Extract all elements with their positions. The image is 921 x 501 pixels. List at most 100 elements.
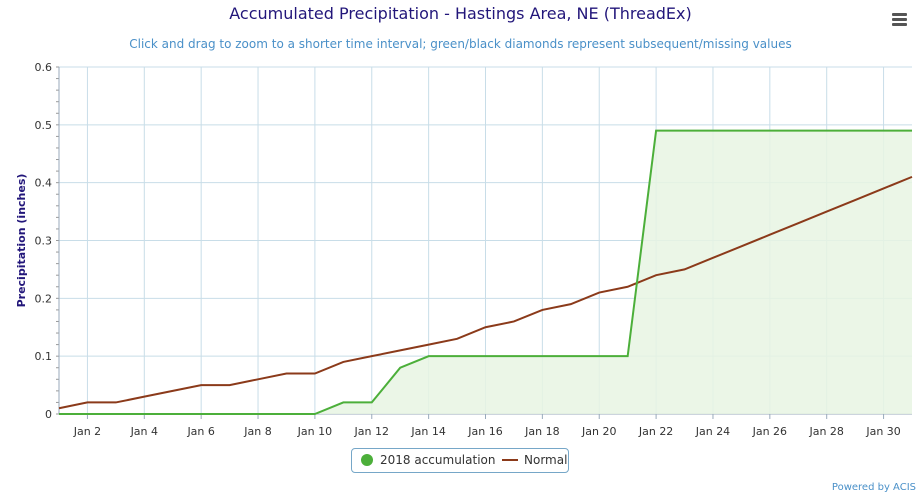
x-tick-label: Jan 6: [186, 425, 214, 438]
chart-subtitle: Click and drag to zoom to a shorter time…: [129, 37, 792, 51]
data-point-2018-accumulation[interactable]: [256, 412, 260, 416]
data-point-normal[interactable]: [398, 348, 402, 352]
x-tick-label: Jan 12: [354, 425, 389, 438]
data-point-2018-accumulation[interactable]: [114, 412, 118, 416]
data-point-normal[interactable]: [85, 400, 89, 404]
data-point-2018-accumulation[interactable]: [626, 354, 630, 358]
hamburger-menu-icon[interactable]: [890, 13, 910, 31]
data-point-normal[interactable]: [114, 400, 118, 404]
data-point-normal[interactable]: [882, 186, 886, 190]
y-tick-label: 0.6: [35, 61, 53, 74]
data-point-normal[interactable]: [370, 354, 374, 358]
y-tick-label: 0.4: [35, 177, 53, 190]
x-tick-label: Jan 14: [410, 425, 445, 438]
data-point-normal[interactable]: [427, 343, 431, 347]
data-point-normal[interactable]: [768, 233, 772, 237]
data-point-normal[interactable]: [484, 325, 488, 329]
y-tick-label: 0.5: [35, 119, 53, 132]
legend-item-2018-accumulation[interactable]: 2018 accumulation: [361, 449, 495, 472]
x-tick-label: Jan 10: [297, 425, 332, 438]
data-point-2018-accumulation[interactable]: [739, 129, 743, 133]
data-point-2018-accumulation[interactable]: [540, 354, 544, 358]
y-tick-label: 0: [45, 408, 52, 421]
legend-marker-normal: [502, 459, 518, 461]
series-area-2018-accumulation: [59, 130, 912, 414]
x-tick-label: Jan 8: [243, 425, 271, 438]
data-point-2018-accumulation[interactable]: [57, 412, 61, 416]
data-point-normal[interactable]: [455, 337, 459, 341]
data-point-normal[interactable]: [540, 308, 544, 312]
data-point-2018-accumulation[interactable]: [484, 354, 488, 358]
data-point-2018-accumulation[interactable]: [597, 354, 601, 358]
data-point-normal[interactable]: [313, 372, 317, 376]
legend: 2018 accumulation Normal: [351, 448, 569, 473]
data-point-2018-accumulation[interactable]: [455, 354, 459, 358]
legend-item-normal[interactable]: Normal: [502, 449, 567, 472]
data-point-2018-accumulation[interactable]: [512, 354, 516, 358]
data-point-normal[interactable]: [171, 389, 175, 393]
data-point-normal[interactable]: [57, 406, 61, 410]
series-line-normal[interactable]: [58, 175, 913, 410]
data-point-normal[interactable]: [142, 395, 146, 399]
data-point-2018-accumulation[interactable]: [171, 412, 175, 416]
x-tick-label: Jan 28: [808, 425, 843, 438]
data-point-2018-accumulation[interactable]: [284, 412, 288, 416]
data-point-normal[interactable]: [512, 319, 516, 323]
y-tick-label: 0.2: [35, 292, 53, 305]
data-point-2018-accumulation[interactable]: [853, 129, 857, 133]
y-axis-title: Precipitation (inches): [15, 174, 28, 308]
data-point-normal[interactable]: [228, 383, 232, 387]
data-point-2018-accumulation[interactable]: [654, 129, 658, 133]
x-tick-label: Jan 4: [130, 425, 158, 438]
data-point-normal[interactable]: [341, 360, 345, 364]
data-point-2018-accumulation[interactable]: [711, 129, 715, 133]
data-point-normal[interactable]: [796, 221, 800, 225]
x-tick-label: Jan 26: [752, 425, 787, 438]
data-point-normal[interactable]: [597, 291, 601, 295]
data-point-normal[interactable]: [683, 267, 687, 271]
x-tick-label: Jan 22: [638, 425, 673, 438]
data-point-2018-accumulation[interactable]: [398, 366, 402, 370]
data-point-2018-accumulation[interactable]: [796, 129, 800, 133]
data-point-2018-accumulation[interactable]: [427, 354, 431, 358]
legend-label-2018-accumulation: 2018 accumulation: [380, 453, 496, 467]
legend-marker-2018-accumulation: [361, 454, 373, 466]
credits-link[interactable]: Powered by ACIS: [831, 482, 916, 493]
chart-title: Accumulated Precipitation - Hastings Are…: [229, 4, 692, 23]
x-tick-label: Jan 18: [524, 425, 559, 438]
data-point-2018-accumulation[interactable]: [228, 412, 232, 416]
data-point-normal[interactable]: [853, 198, 857, 202]
x-tick-label: Jan 24: [695, 425, 730, 438]
data-point-normal[interactable]: [284, 372, 288, 376]
series-line-2018-accumulation[interactable]: [59, 129, 912, 415]
data-point-2018-accumulation[interactable]: [370, 400, 374, 404]
data-point-2018-accumulation[interactable]: [313, 412, 317, 416]
data-point-2018-accumulation[interactable]: [910, 129, 914, 133]
data-point-2018-accumulation[interactable]: [199, 412, 203, 416]
legend-label-normal: Normal: [524, 453, 568, 467]
data-point-2018-accumulation[interactable]: [85, 412, 89, 416]
x-tick-label: Jan 30: [865, 425, 900, 438]
data-point-2018-accumulation[interactable]: [683, 129, 687, 133]
data-point-normal[interactable]: [739, 244, 743, 248]
data-point-2018-accumulation[interactable]: [569, 354, 573, 358]
data-point-normal[interactable]: [910, 175, 914, 179]
y-tick-label: 0.1: [35, 350, 53, 363]
data-point-normal[interactable]: [654, 273, 658, 277]
x-tick-label: Jan 2: [73, 425, 101, 438]
data-point-normal[interactable]: [199, 383, 203, 387]
data-point-normal[interactable]: [626, 285, 630, 289]
data-point-2018-accumulation[interactable]: [825, 129, 829, 133]
data-point-2018-accumulation[interactable]: [341, 400, 345, 404]
y-tick-label: 0.3: [35, 235, 53, 248]
data-point-normal[interactable]: [711, 256, 715, 260]
x-tick-label: Jan 16: [467, 425, 502, 438]
data-point-2018-accumulation[interactable]: [142, 412, 146, 416]
data-point-normal[interactable]: [256, 377, 260, 381]
data-point-2018-accumulation[interactable]: [768, 129, 772, 133]
data-point-normal[interactable]: [569, 302, 573, 306]
data-point-normal[interactable]: [825, 210, 829, 214]
data-point-2018-accumulation[interactable]: [882, 129, 886, 133]
